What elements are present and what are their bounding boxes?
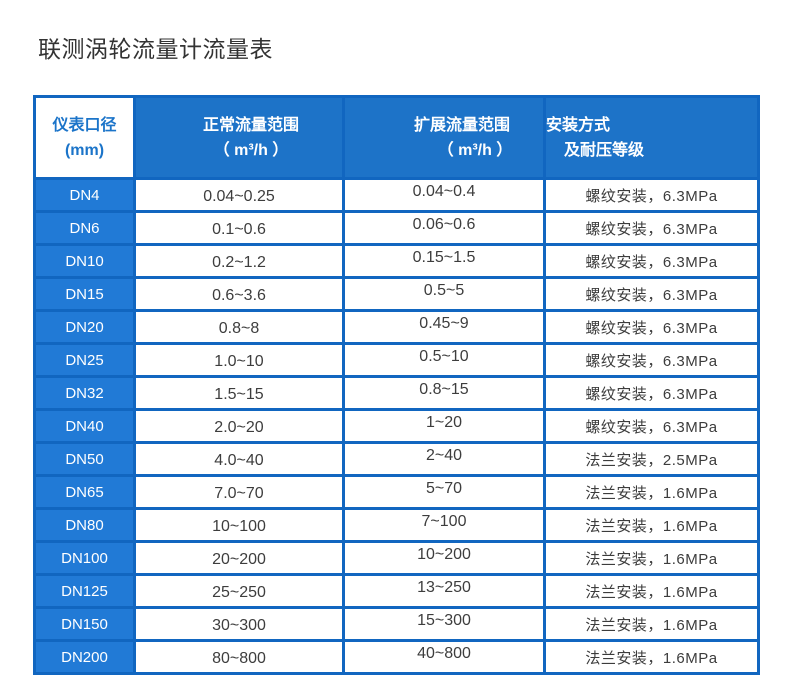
cell-installation: 螺纹安装，6.3MPa	[543, 177, 760, 213]
table-row: DN65 7.0~70 5~70 法兰安装，1.6MPa	[33, 474, 760, 510]
header-diameter-line1: 仪表口径	[52, 116, 117, 134]
cell-extended-range: 2~40	[342, 441, 546, 477]
cell-normal-range: 7.0~70	[133, 474, 345, 510]
cell-dn: DN10	[33, 243, 136, 279]
cell-dn: DN100	[33, 540, 136, 576]
table-row: DN15 0.6~3.6 0.5~5 螺纹安装，6.3MPa	[33, 276, 760, 312]
header-row: 仪表口径 (mm) 正常流量范围 （ m³/h ） 扩展流量范围 （ m³/h …	[33, 95, 760, 180]
table-row: DN6 0.1~0.6 0.06~0.6 螺纹安装，6.3MPa	[33, 210, 760, 246]
header-extended-range-unit: （ m³/h ）	[437, 141, 513, 159]
cell-extended-range: 40~800	[342, 639, 546, 675]
table-row: DN4 0.04~0.25 0.04~0.4 螺纹安装，6.3MPa	[33, 177, 760, 213]
table-row: DN10 0.2~1.2 0.15~1.5 螺纹安装，6.3MPa	[33, 243, 760, 279]
header-normal-range-unit: （ m³/h ）	[213, 141, 289, 159]
cell-installation: 法兰安装，1.6MPa	[543, 507, 760, 543]
cell-dn: DN150	[33, 606, 136, 642]
cell-extended-range: 0.5~10	[342, 342, 546, 378]
cell-installation: 法兰安装，1.6MPa	[543, 573, 760, 609]
cell-installation: 法兰安装，1.6MPa	[543, 606, 760, 642]
cell-normal-range: 20~200	[133, 540, 345, 576]
table-row: DN150 30~300 15~300 法兰安装，1.6MPa	[33, 606, 760, 642]
cell-dn: DN65	[33, 474, 136, 510]
table-row: DN200 80~800 40~800 法兰安装，1.6MPa	[33, 639, 760, 675]
cell-normal-range: 2.0~20	[133, 408, 345, 444]
cell-dn: DN4	[33, 177, 136, 213]
header-installation-line1: 安装方式	[546, 116, 611, 134]
cell-extended-range: 0.5~5	[342, 276, 546, 312]
header-diameter-line2: (mm)	[64, 141, 105, 159]
cell-installation: 法兰安装，1.6MPa	[543, 474, 760, 510]
cell-dn: DN40	[33, 408, 136, 444]
page-title: 联测涡轮流量计流量表	[38, 36, 273, 62]
cell-dn: DN6	[33, 210, 136, 246]
cell-normal-range: 80~800	[133, 639, 345, 675]
table-row: DN80 10~100 7~100 法兰安装，1.6MPa	[33, 507, 760, 543]
cell-dn: DN80	[33, 507, 136, 543]
cell-normal-range: 0.8~8	[133, 309, 345, 345]
cell-dn: DN125	[33, 573, 136, 609]
cell-installation: 螺纹安装，6.3MPa	[543, 243, 760, 279]
cell-normal-range: 30~300	[133, 606, 345, 642]
cell-extended-range: 0.15~1.5	[342, 243, 546, 279]
cell-installation: 螺纹安装，6.3MPa	[543, 309, 760, 345]
cell-installation: 法兰安装，1.6MPa	[543, 639, 760, 675]
cell-installation: 法兰安装，2.5MPa	[543, 441, 760, 477]
cell-extended-range: 0.45~9	[342, 309, 546, 345]
cell-extended-range: 0.06~0.6	[342, 210, 546, 246]
table-row: DN50 4.0~40 2~40 法兰安装，2.5MPa	[33, 441, 760, 477]
cell-normal-range: 10~100	[133, 507, 345, 543]
cell-normal-range: 4.0~40	[133, 441, 345, 477]
cell-dn: DN32	[33, 375, 136, 411]
header-cell-diameter: 仪表口径 (mm)	[33, 95, 136, 180]
cell-normal-range: 25~250	[133, 573, 345, 609]
cell-normal-range: 0.6~3.6	[133, 276, 345, 312]
header-normal-range-line1: 正常流量范围	[202, 116, 299, 134]
flow-rate-table: 仪表口径 (mm) 正常流量范围 （ m³/h ） 扩展流量范围 （ m³/h …	[33, 95, 760, 675]
table-row: DN20 0.8~8 0.45~9 螺纹安装，6.3MPa	[33, 309, 760, 345]
cell-installation: 螺纹安装，6.3MPa	[543, 210, 760, 246]
cell-installation: 螺纹安装，6.3MPa	[543, 408, 760, 444]
cell-extended-range: 13~250	[342, 573, 546, 609]
header-cell-installation: 安装方式 及耐压等级	[543, 95, 760, 180]
cell-installation: 法兰安装，1.6MPa	[543, 540, 760, 576]
cell-dn: DN25	[33, 342, 136, 378]
cell-installation: 螺纹安装，6.3MPa	[543, 375, 760, 411]
cell-extended-range: 1~20	[342, 408, 546, 444]
cell-dn: DN200	[33, 639, 136, 675]
table-row: DN25 1.0~10 0.5~10 螺纹安装，6.3MPa	[33, 342, 760, 378]
cell-installation: 螺纹安装，6.3MPa	[543, 276, 760, 312]
cell-extended-range: 5~70	[342, 474, 546, 510]
cell-extended-range: 0.8~15	[342, 375, 546, 411]
cell-extended-range: 10~200	[342, 540, 546, 576]
header-extended-range-line1: 扩展流量范围	[413, 116, 510, 134]
table-row: DN32 1.5~15 0.8~15 螺纹安装，6.3MPa	[33, 375, 760, 411]
cell-extended-range: 15~300	[342, 606, 546, 642]
cell-normal-range: 1.5~15	[133, 375, 345, 411]
header-cell-normal-range: 正常流量范围 （ m³/h ）	[133, 95, 345, 180]
cell-normal-range: 0.1~0.6	[133, 210, 345, 246]
cell-installation: 螺纹安装，6.3MPa	[543, 342, 760, 378]
cell-extended-range: 0.04~0.4	[342, 177, 546, 213]
cell-normal-range: 0.2~1.2	[133, 243, 345, 279]
header-cell-extended-range: 扩展流量范围 （ m³/h ）	[342, 95, 546, 180]
header-installation-block: 安装方式 及耐压等级	[546, 113, 756, 163]
cell-dn: DN15	[33, 276, 136, 312]
cell-dn: DN20	[33, 309, 136, 345]
cell-dn: DN50	[33, 441, 136, 477]
table-row: DN125 25~250 13~250 法兰安装，1.6MPa	[33, 573, 760, 609]
header-installation-line2: 及耐压等级	[564, 141, 645, 159]
cell-normal-range: 0.04~0.25	[133, 177, 345, 213]
table-row: DN100 20~200 10~200 法兰安装，1.6MPa	[33, 540, 760, 576]
cell-normal-range: 1.0~10	[133, 342, 345, 378]
cell-extended-range: 7~100	[342, 507, 546, 543]
table-row: DN40 2.0~20 1~20 螺纹安装，6.3MPa	[33, 408, 760, 444]
